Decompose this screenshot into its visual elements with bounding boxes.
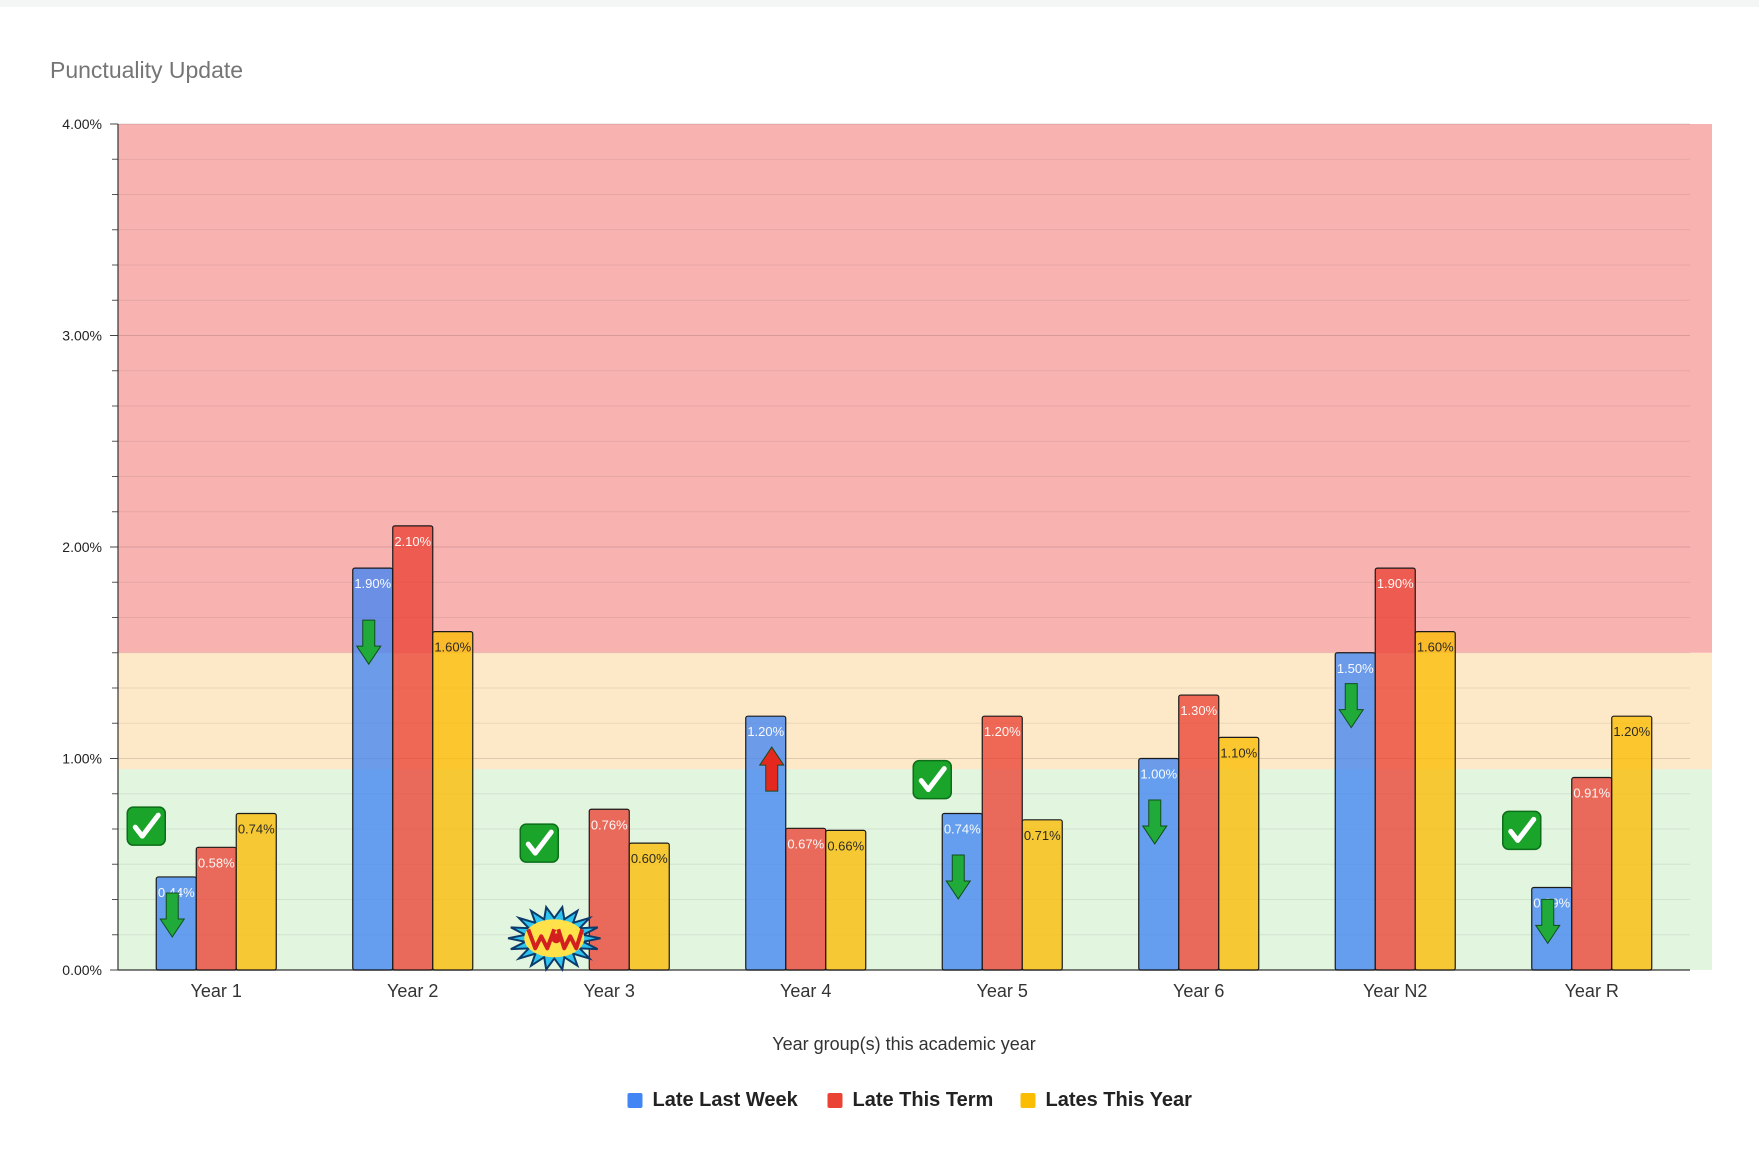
down-arrow-icon [1141, 799, 1168, 845]
data-label: 0.00% [551, 979, 588, 994]
y-tick-label: 0.00% [62, 962, 102, 978]
data-label: 1.30% [1180, 703, 1217, 718]
down-arrow-icon [159, 892, 186, 938]
data-label: 0.58% [198, 855, 235, 870]
legend-item: Lates This Year [1046, 1089, 1193, 1111]
x-tick-label: Year 4 [780, 981, 831, 1001]
down-arrow-icon [355, 619, 382, 666]
bar-year-6-lates-this-year [1218, 736, 1260, 971]
x-tick-label: Year 6 [1173, 981, 1224, 1001]
bar-year-6-late-last-week [1138, 757, 1180, 971]
data-label: 1.90% [354, 576, 391, 591]
data-label: 0.71% [1024, 828, 1061, 843]
y-tick-label: 1.00% [62, 751, 102, 767]
legend-swatch [1020, 1093, 1036, 1108]
bar-year-n2-late-this-term [1374, 567, 1416, 971]
bar-year-4-lates-this-year [825, 829, 867, 971]
data-label: 1.50% [1337, 661, 1374, 676]
bar-year-r-late-this-term [1571, 776, 1613, 971]
data-label: 0.66% [827, 838, 864, 853]
x-tick-label: Year R [1565, 981, 1619, 1001]
legend-item: Late This Term [853, 1089, 994, 1111]
x-tick-label: Year 3 [584, 981, 635, 1001]
data-label: 1.60% [1417, 640, 1454, 655]
data-label: 1.20% [1613, 724, 1650, 739]
data-label: 1.90% [1377, 576, 1414, 591]
legend-swatch [827, 1093, 843, 1108]
x-tick-label: Year N2 [1363, 981, 1427, 1001]
data-label: 0.60% [631, 851, 668, 866]
bar-year-4-late-last-week [745, 715, 787, 971]
y-tick-label: 2.00% [62, 539, 102, 555]
y-tick-label: 3.00% [62, 328, 102, 344]
wow-burst-icon [507, 904, 601, 973]
check-mark-icon [912, 759, 952, 800]
check-mark-icon [519, 823, 559, 863]
down-arrow-icon [1534, 898, 1561, 945]
data-label: 0.67% [787, 836, 824, 851]
data-label: 2.10% [394, 534, 431, 549]
bar-year-2-lates-this-year [432, 630, 474, 971]
x-axis-title: Year group(s) this academic year [772, 1034, 1035, 1054]
down-arrow-icon [1338, 683, 1365, 729]
data-label: 0.74% [238, 821, 275, 836]
legend-item: Late Last Week [653, 1089, 799, 1111]
bar-year-5-late-this-term [981, 715, 1023, 971]
data-label: 0.74% [944, 821, 981, 836]
data-label: 0.91% [1573, 786, 1610, 801]
bar-year-3-late-this-term [588, 808, 630, 971]
x-tick-label: Year 2 [387, 981, 438, 1001]
data-label: 1.60% [434, 640, 471, 655]
y-tick-label: 4.00% [62, 116, 102, 132]
data-label: 1.20% [747, 724, 784, 739]
data-label: 1.20% [984, 724, 1021, 739]
up-arrow-icon [758, 746, 785, 792]
band-2 [118, 124, 1712, 653]
bar-year-n2-lates-this-year [1414, 630, 1456, 971]
x-tick-label: Year 1 [191, 981, 242, 1001]
bar-year-3-lates-this-year [628, 842, 670, 971]
data-label: 1.00% [1140, 767, 1177, 782]
check-mark-icon [126, 806, 166, 846]
bar-year-5-lates-this-year [1021, 819, 1063, 971]
x-tick-label: Year 5 [977, 981, 1028, 1001]
down-arrow-icon [945, 854, 972, 900]
bar-year-6-late-this-term [1178, 694, 1220, 971]
data-label: 1.10% [1220, 745, 1257, 760]
data-label: 0.76% [591, 817, 628, 832]
check-mark-icon [1502, 810, 1542, 851]
legend-swatch [627, 1093, 643, 1108]
chart-title: Punctuality Update [50, 57, 244, 83]
bar-year-r-lates-this-year [1611, 715, 1653, 971]
bar-year-2-late-this-term [392, 525, 434, 971]
bar-year-1-lates-this-year [235, 812, 277, 971]
